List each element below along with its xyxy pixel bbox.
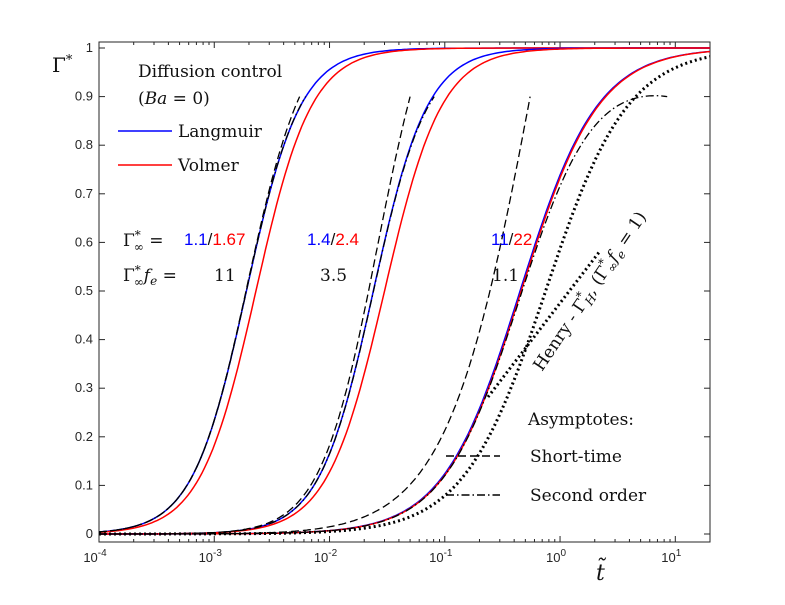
x-axis-label: t̃ bbox=[596, 556, 607, 586]
legend2-title: Asymptotes: bbox=[527, 410, 634, 430]
gamma-inf-label: Γ* ∞ = bbox=[123, 228, 163, 254]
short-time-asymptote bbox=[99, 96, 301, 533]
x-tick-label: 10-3 bbox=[199, 548, 223, 565]
legend-short-time-label: Short-time bbox=[530, 447, 622, 467]
x-tick-label: 10-2 bbox=[314, 548, 338, 565]
second-order-asymptote bbox=[99, 96, 307, 533]
x-tick-label: 101 bbox=[661, 548, 681, 565]
x-tick-label: 10-1 bbox=[429, 548, 453, 565]
y-tick-label: 0.2 bbox=[75, 429, 93, 444]
gamma-inf-fe-annotation: Γ* ∞fe = 11 3.5 1.1 bbox=[123, 263, 519, 289]
y-tick-label: 0.1 bbox=[75, 477, 93, 492]
y-tick-label: 0.8 bbox=[75, 137, 93, 152]
x-tick-label: 100 bbox=[546, 548, 566, 565]
gamma-inf-fe-label: Γ* ∞fe = bbox=[123, 263, 177, 289]
y-tick-label: 0.6 bbox=[75, 234, 93, 249]
gamma-inf-fe-value-1: 11 bbox=[214, 266, 236, 286]
gamma-inf-annotation: Γ* ∞ = 1.1/1.67 1.4/2.4 11/22 bbox=[123, 228, 532, 254]
y-tick-label: 0.4 bbox=[75, 332, 93, 347]
short-time-asymptote bbox=[99, 96, 531, 535]
axis-ticks: 0 0.1 0.2 0.3 0.4 0.5 0.6 0.7 0.8 0.9 1 10-4 10-3 10-… bbox=[75, 40, 711, 565]
gamma-inf-fe-value-3: 1.1 bbox=[492, 266, 519, 286]
legend-diffusion: Diffusion control (Ba = 0) Langmuir Volm… bbox=[118, 62, 282, 176]
y-tick-label: 0.9 bbox=[75, 89, 93, 104]
gamma-inf-values-3: 11/22 bbox=[491, 230, 532, 249]
legend-subtitle: (Ba = 0) bbox=[138, 89, 210, 109]
legend-asymptotes: Asymptotes: Short-time Second order bbox=[446, 410, 647, 506]
gamma-inf-fe-value-2: 3.5 bbox=[320, 266, 347, 286]
y-tick-label: 1 bbox=[86, 40, 93, 55]
henry-curve bbox=[99, 55, 710, 536]
axes-box bbox=[98, 41, 711, 543]
y-tick-label: 0.5 bbox=[75, 283, 93, 298]
legend-title: Diffusion control bbox=[138, 62, 282, 82]
gamma-inf-values-2: 1.4/2.4 bbox=[307, 230, 359, 249]
y-tick-label: 0.7 bbox=[75, 186, 93, 201]
legend-volmer-label: Volmer bbox=[177, 156, 240, 176]
henry-label-line bbox=[486, 250, 602, 398]
x-tick-label: 10-4 bbox=[83, 548, 107, 565]
y-tick-label: 0 bbox=[86, 526, 93, 541]
plot-curves bbox=[99, 47, 710, 536]
gamma-inf-values-1: 1.1/1.67 bbox=[184, 230, 245, 249]
y-tick-label: 0.3 bbox=[75, 380, 93, 395]
legend-second-order-label: Second order bbox=[530, 486, 647, 506]
legend-langmuir-label: Langmuir bbox=[178, 122, 263, 142]
second-order-asymptote bbox=[99, 95, 668, 535]
